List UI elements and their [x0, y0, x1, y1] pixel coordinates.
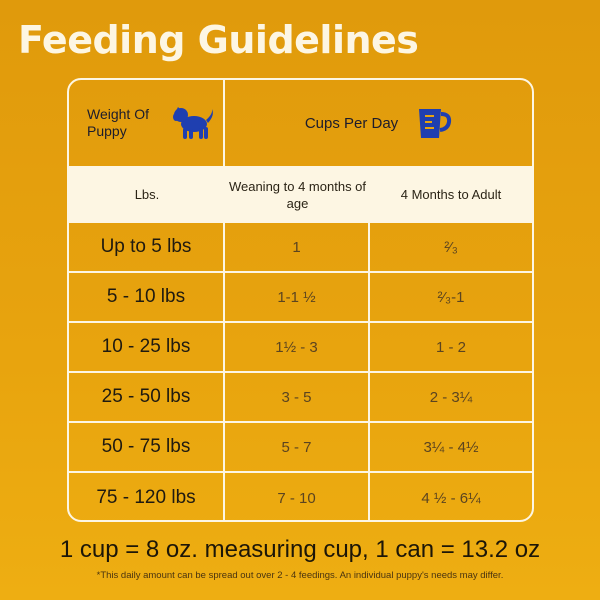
feeding-table: Weight Of Puppy Cups Per Day [67, 78, 534, 522]
row-weaning: 5 - 7 [225, 423, 370, 473]
row-weight: 10 - 25 lbs [69, 323, 225, 373]
measure-note: 1 cup = 8 oz. measuring cup, 1 can = 13.… [59, 536, 541, 563]
row-weight: Up to 5 lbs [69, 223, 225, 273]
cups-header-label: Cups Per Day [304, 114, 399, 132]
row-adult: ²⁄₃ [370, 223, 532, 273]
row-weaning: 7 - 10 [225, 473, 370, 520]
row-adult: 3¼ - 4½ [370, 423, 532, 473]
cups-header: Cups Per Day [225, 80, 532, 168]
footnote: *This daily amount can be spread out ove… [96, 570, 504, 581]
row-adult: 1 - 2 [370, 323, 532, 373]
subheader-lbs: Lbs. [69, 168, 225, 223]
weight-header: Weight Of Puppy [69, 80, 225, 168]
weight-header-label: Weight Of Puppy [87, 105, 149, 140]
row-weaning: 1-1 ½ [225, 273, 370, 323]
row-adult: 4 ½ - 6¼ [421, 489, 481, 507]
page-title: Feeding Guidelines [18, 18, 419, 62]
row-weaning: 1½ - 3 [225, 323, 370, 373]
subheader-adult: 4 Months to Adult [370, 168, 532, 223]
row-weight: 50 - 75 lbs [69, 423, 225, 473]
row-weaning: 3 - 5 [225, 373, 370, 423]
subheader-weaning: Weaning to 4 months of age [225, 168, 370, 223]
row-weight: 5 - 10 lbs [69, 273, 225, 323]
row-weight: 25 - 50 lbs [69, 373, 225, 423]
row-adult: 2 - 3¼ [370, 373, 532, 423]
row-adult: ²⁄₃-1 [370, 273, 532, 323]
row-weaning: 1 [225, 223, 370, 273]
puppy-icon [173, 107, 213, 139]
measuring-cup-icon [419, 109, 452, 138]
row-weight: 75 - 120 lbs [69, 473, 225, 520]
